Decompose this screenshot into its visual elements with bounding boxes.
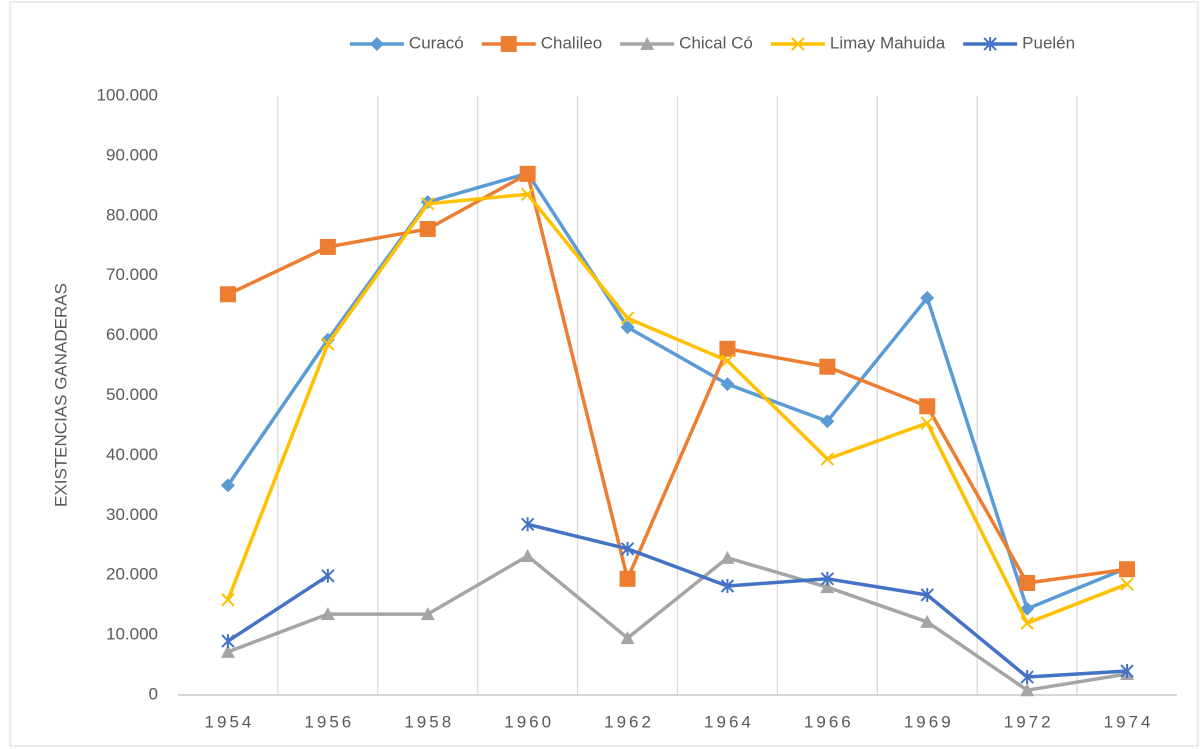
point [1120, 664, 1134, 679]
point [720, 377, 735, 392]
x-tick-label: 1974 [1104, 712, 1154, 731]
legend-label: Chical Có [679, 33, 753, 52]
point [221, 593, 235, 607]
x-tick-label: 1956 [304, 712, 354, 731]
point [620, 311, 635, 325]
point [920, 416, 934, 430]
legend: Curacó Chalileo Chical Có Limay Mahuida Puel… [349, 33, 1075, 52]
y-tick-label: 40.000 [106, 445, 158, 464]
point [820, 452, 835, 466]
point [919, 398, 936, 415]
point [720, 354, 735, 368]
point [520, 187, 535, 201]
y-axis-label: EXISTENCIAS GANADERAS [51, 283, 70, 507]
point [220, 478, 235, 493]
point [720, 578, 735, 593]
point [319, 238, 336, 255]
legend-marker [640, 37, 655, 50]
point [219, 286, 236, 303]
point [1120, 577, 1134, 591]
point [420, 195, 435, 210]
point [920, 290, 935, 305]
y-tick-label: 30.000 [106, 505, 158, 524]
x-tick-label: 1972 [1004, 712, 1054, 731]
point [820, 580, 835, 594]
point [920, 587, 934, 602]
point [421, 197, 435, 211]
chart-frame [9, 1, 1199, 747]
legend-marker [369, 37, 384, 51]
y-tick-label: 20.000 [106, 565, 158, 584]
x-tick-label: 1964 [704, 712, 754, 731]
legend-label: Puelén [1022, 33, 1075, 52]
legend-label: Chalileo [541, 33, 602, 52]
point [1119, 561, 1136, 578]
y-tick-label: 70.000 [106, 265, 158, 284]
point [321, 337, 335, 351]
point [820, 571, 835, 586]
legend-marker [500, 36, 517, 52]
y-tick-label: 10.000 [106, 625, 158, 644]
point [220, 644, 235, 658]
point [620, 541, 635, 556]
point [819, 358, 836, 375]
x-tick-label: 1954 [205, 712, 255, 731]
point [321, 568, 335, 583]
point [419, 220, 436, 237]
point [320, 607, 335, 621]
y-tick-label: 90.000 [106, 145, 158, 164]
y-tick-label: 60.000 [106, 325, 158, 344]
legend-label: Limay Mahuida [830, 33, 946, 52]
point [619, 570, 636, 587]
y-tick-label: 0 [149, 684, 158, 703]
legend-label: Curacó [409, 33, 464, 52]
x-tick-label: 1966 [804, 712, 854, 731]
legend-marker [983, 37, 997, 51]
series-line [227, 172, 1128, 585]
x-tick-label: 1958 [404, 712, 454, 731]
series-line [227, 554, 1128, 692]
point [820, 414, 835, 429]
point [1020, 616, 1034, 630]
point [620, 631, 635, 645]
point [920, 614, 935, 628]
point [720, 550, 735, 564]
x-tick-label: 1960 [504, 712, 554, 731]
point [1020, 683, 1035, 697]
point [1020, 670, 1034, 685]
x-tick-label: 1962 [604, 712, 654, 731]
point [221, 634, 235, 649]
x-tick-label: 1969 [904, 712, 954, 731]
point [420, 607, 435, 621]
point [520, 549, 535, 563]
point [519, 165, 536, 182]
y-tick-label: 100.000 [97, 85, 158, 104]
point [620, 320, 635, 335]
y-tick-label: 50.000 [106, 385, 158, 404]
series-line [226, 192, 1128, 625]
point [520, 517, 535, 532]
y-tick-label: 80.000 [106, 205, 158, 224]
point [1019, 574, 1036, 591]
point [719, 340, 736, 357]
legend-marker [791, 37, 805, 51]
